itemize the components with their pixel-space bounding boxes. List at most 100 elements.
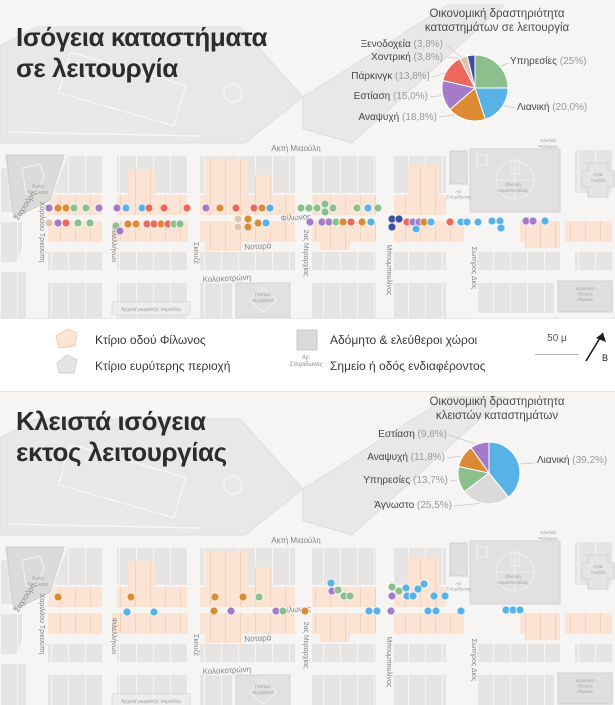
section-title-operating: Ισόγεια καταστήματα σε λειτουργία: [16, 22, 267, 84]
shop-dot: [515, 605, 525, 615]
shop-dot: [233, 222, 243, 232]
shop-dot: [487, 216, 497, 226]
shop-dot: [112, 203, 122, 213]
pie-label-leisure: Αναψυχή (11,8%): [367, 452, 445, 463]
shop-dot: [265, 203, 275, 213]
shop-dot: [456, 606, 466, 616]
shop-dot: [61, 203, 71, 213]
shop-dot: [440, 591, 450, 601]
street-label: Φιλελλήνων: [110, 225, 117, 263]
street-label: Μπουμπουλίνας: [385, 245, 393, 296]
open-space-swatch: [296, 329, 318, 351]
legend-item-poi: Σημείο ή οδός ενδιαφέροντος: [330, 359, 486, 373]
street-label: Νοταρά: [244, 633, 272, 643]
shop-dot: [122, 607, 132, 617]
shop-dot: [413, 584, 423, 594]
street-label: 2ας Μεραρχίας: [302, 230, 310, 277]
shop-dot: [411, 224, 421, 234]
legend: Κτίριο οδού Φίλωνος Κτίριο ευρύτερης περ…: [0, 318, 615, 392]
section-title-line2: εκτος λειτουργίας: [16, 437, 227, 467]
shop-dot: [238, 592, 248, 602]
poi-example-label: Αγ. Σπυρίδωνας: [289, 355, 323, 368]
shop-dot: [231, 203, 241, 213]
pie-chart-operating: [441, 54, 509, 122]
shop-dot: [253, 218, 263, 228]
shop-dot: [278, 606, 288, 616]
shop-dot: [243, 222, 253, 232]
shop-dot: [61, 218, 71, 228]
pie-slice-Υπηρεσίες: [474, 54, 509, 89]
shop-dot: [357, 217, 367, 227]
shop-dot: [394, 214, 404, 224]
section-title-closed: Κλειστά ισόγεια εκτος λειτουργίας: [16, 406, 227, 468]
north-arrow: B: [585, 332, 608, 363]
street-label: Φίλωνος: [280, 212, 311, 223]
poi-label: Δημοτικό Θέατρο Πειραιά: [575, 285, 595, 302]
legend-item-open-space: Αδόμητο & ελεύθεροι χώροι: [330, 333, 478, 347]
shop-dot: [345, 591, 355, 601]
street-label: Σωτήρος Διός: [470, 639, 478, 682]
street-label: Φίλωνος: [280, 604, 311, 615]
poi-label: Άγιος Νικόλαος: [28, 184, 49, 196]
pie-title-operating: Οικονομική δραστηριότητα καταστημάτων σε…: [380, 8, 614, 35]
shop-dot: [210, 592, 220, 602]
shop-dot: [312, 203, 322, 213]
shop-dot: [121, 203, 131, 213]
shop-dot: [296, 203, 306, 213]
shop-dot: [328, 203, 338, 213]
street-label: Μπουμπουλίνας: [385, 637, 393, 688]
pie-slice-Εστίαση: [470, 441, 490, 475]
scale-bar-label: 50 μ: [547, 333, 567, 344]
shop-dot: [473, 217, 483, 227]
pie-title-line2: καταστημάτων σε λειτουργία: [424, 21, 570, 34]
shop-dot: [401, 583, 411, 593]
shop-dot: [320, 199, 330, 209]
shop-dot: [53, 203, 63, 213]
pie-label-retail: Λιανική (39,2%): [537, 455, 608, 466]
shop-dot: [159, 203, 169, 213]
pie-label-wholesale: Χοντρική (3,8%): [371, 52, 443, 63]
shop-dot: [419, 579, 429, 589]
section-title-line1: Κλειστά ισόγεια: [16, 406, 206, 436]
shop-dot: [540, 216, 550, 226]
shop-dot: [131, 219, 141, 229]
pie-slice-Άγνωστο: [463, 472, 510, 505]
shop-dot: [182, 203, 192, 213]
map-operating: Ακτή ΜιαούληΦίλωνοςΝοταράΚολοκοτρώνηΣαχτ…: [0, 0, 615, 318]
poi-label: Πλατεία Ρολογιού: [538, 138, 558, 150]
pie-label-unknown: Άγνωστο (25,5%): [374, 500, 452, 511]
street-label: Φιλελλήνων: [110, 617, 117, 655]
shop-dot: [445, 217, 455, 227]
shop-dot: [149, 607, 159, 617]
shop-dot: [243, 214, 253, 224]
shop-dot: [431, 606, 441, 616]
filonos-building-swatch: [55, 328, 78, 349]
shop-dot: [257, 203, 267, 213]
street-label: Ακτή Μιαούλη: [271, 536, 321, 545]
street-label: Σωτήρος Διός: [470, 247, 478, 290]
shop-dot: [333, 585, 343, 595]
legend-item-filonos-building: Κτίριο οδού Φίλωνος: [95, 333, 206, 347]
pie-label-services: Υπηρεσίες (13,7%): [363, 475, 448, 486]
section-title-line1: Ισόγεια καταστήματα: [16, 22, 268, 52]
pie-label-leisure: Αναψυχή (18,8%): [358, 112, 437, 123]
shop-dot: [233, 214, 243, 224]
shop-dot: [363, 203, 373, 213]
shop-dot: [126, 592, 136, 602]
shop-dot: [53, 592, 63, 602]
shop-dot: [73, 218, 83, 228]
street-label: Σκουζέ: [192, 634, 200, 656]
shop-dot: [85, 218, 95, 228]
shop-dot: [496, 223, 506, 233]
pie-title-line1: Οικονομική δραστηριότητα: [429, 396, 565, 408]
shop-dot: [423, 606, 433, 616]
poi-label: Δημοτικό Θέατρο Πειραιά: [575, 677, 595, 694]
shop-dot: [338, 217, 348, 227]
poi-label: Πλατεία Τερψιθέας: [252, 684, 274, 696]
shop-dot: [387, 582, 397, 592]
street-label: Χαριλάου Τρικούπη: [38, 594, 46, 655]
shop-dot: [387, 591, 397, 601]
map-closed: Ακτή ΜιαούληΦίλωνοςΝοταράΚολοκοτρώνηΣαχτ…: [0, 392, 615, 705]
shop-dot: [429, 591, 439, 601]
